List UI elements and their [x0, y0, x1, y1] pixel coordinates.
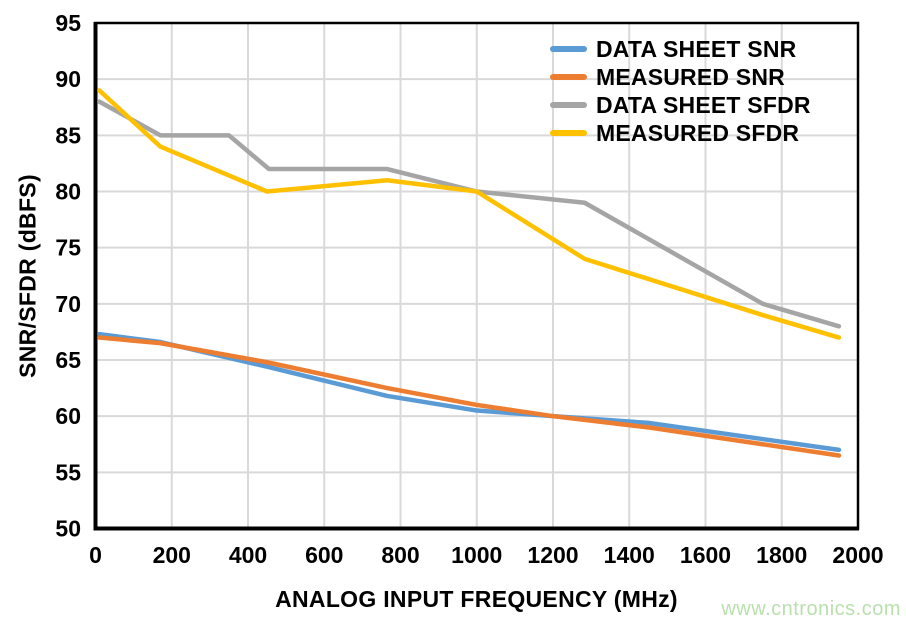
y-tick-label: 50: [55, 516, 81, 542]
x-tick-label: 0: [89, 542, 102, 568]
x-tick-label: 1600: [680, 542, 731, 568]
legend-swatch-icon: [550, 130, 587, 136]
x-tick-label: 600: [305, 542, 343, 568]
series-line-measured-sfdr: [97, 88, 842, 340]
y-tick-label: 95: [55, 10, 81, 36]
x-tick-label: 2000: [832, 542, 883, 568]
y-tick-label: 85: [55, 122, 81, 148]
series-line-measured-snr: [97, 335, 842, 458]
legend-item: DATA SHEET SFDR: [550, 91, 811, 119]
x-tick-label: 1400: [604, 542, 655, 568]
watermark: www.cntronics.com: [721, 598, 901, 620]
x-tick-label: 1800: [756, 542, 807, 568]
legend-item: MEASURED SFDR: [550, 119, 811, 147]
legend-swatch-icon: [550, 102, 587, 108]
y-tick-label: 75: [55, 235, 81, 261]
x-axis-title: ANALOG INPUT FREQUENCY (MHz): [275, 586, 678, 612]
y-tick-label: 80: [55, 179, 81, 205]
x-tick-label: 1000: [451, 542, 502, 568]
y-tick-label: 55: [55, 459, 81, 485]
x-tick-label: 800: [381, 542, 419, 568]
y-tick-label: 60: [55, 403, 81, 429]
legend-label: MEASURED SNR: [596, 63, 785, 90]
y-tick-label: 90: [55, 66, 81, 92]
x-tick-label: 200: [153, 542, 191, 568]
x-tick-label: 400: [229, 542, 267, 568]
series-line-data-sheet-sfdr: [97, 99, 842, 329]
legend-label: DATA SHEET SNR: [596, 35, 797, 62]
legend-swatch-icon: [550, 46, 587, 52]
y-tick-label: 70: [55, 291, 81, 317]
legend-item: DATA SHEET SNR: [550, 35, 811, 63]
x-tick-label: 1200: [527, 542, 578, 568]
legend: DATA SHEET SNR MEASURED SNR DATA SHEET SFD…: [550, 35, 811, 147]
y-tick-label: 65: [55, 347, 81, 373]
legend-swatch-icon: [550, 74, 587, 80]
legend-label: MEASURED SFDR: [596, 119, 800, 146]
legend-item: MEASURED SNR: [550, 63, 811, 91]
legend-label: DATA SHEET SFDR: [596, 91, 811, 118]
y-axis-title: SNR/SFDR (dBFS): [14, 174, 41, 378]
